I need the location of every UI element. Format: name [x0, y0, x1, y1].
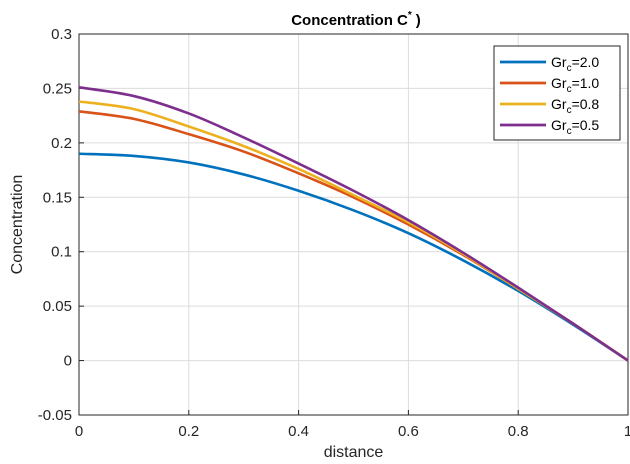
legend-entry-value: =0.5 [572, 117, 600, 133]
legend-entry-value: =0.8 [572, 96, 600, 112]
legend-entry-subscript: c [567, 84, 572, 95]
x-axis-label: distance [324, 444, 384, 461]
x-tick-label: 0 [75, 423, 83, 440]
y-tick-label: 0.05 [43, 298, 72, 315]
legend-entry-subscript: c [567, 63, 572, 74]
legend-entry-base: Gr [551, 54, 567, 70]
chart-title-main: Concentration C [291, 12, 408, 29]
y-tick-label: 0.3 [51, 26, 72, 43]
x-tick-label: 1 [624, 423, 630, 440]
legend-entry-label: Grc=0.8 [551, 96, 599, 116]
chart-title-suffix: ) [416, 12, 421, 29]
y-tick-label: 0.1 [51, 244, 72, 261]
y-tick-label: 0 [64, 353, 72, 370]
y-tick-label: 0.25 [43, 80, 72, 97]
legend-entry-base: Gr [551, 75, 567, 91]
legend-entry-base: Gr [551, 117, 567, 133]
legend-entry-label: Grc=1.0 [551, 75, 599, 95]
plot-area-frame [78, 33, 629, 416]
legend-entry-label: Grc=2.0 [551, 54, 599, 74]
x-tick-label: 0.2 [178, 423, 199, 440]
series-lines [78, 86, 629, 362]
legend-entry-value: =2.0 [572, 54, 600, 70]
x-tick-label: 0.4 [288, 423, 309, 440]
y-tick-label: 0.15 [43, 189, 72, 206]
series-line-4 [78, 86, 629, 362]
legend-entry-value: =1.0 [572, 75, 600, 91]
x-tick-label: 0.6 [398, 423, 419, 440]
y-axis-label: Concentration [9, 175, 26, 275]
legend-entry-base: Gr [551, 96, 567, 112]
chart-title: Concentration C*) [291, 10, 421, 29]
legend-entry-subscript: c [567, 105, 572, 116]
chart-title-superscript: * [408, 10, 412, 21]
y-tick-label: 0.2 [51, 135, 72, 152]
legend-entry-subscript: c [567, 126, 572, 137]
x-tick-label: 0.8 [508, 423, 529, 440]
y-tick-label: -0.05 [38, 407, 72, 424]
legend-entry-label: Grc=0.5 [551, 117, 599, 137]
axis-ticks: 0 0.2 0.4 0.6 0.8 1-0.0500.050.10.150.20.250.… [38, 26, 630, 440]
